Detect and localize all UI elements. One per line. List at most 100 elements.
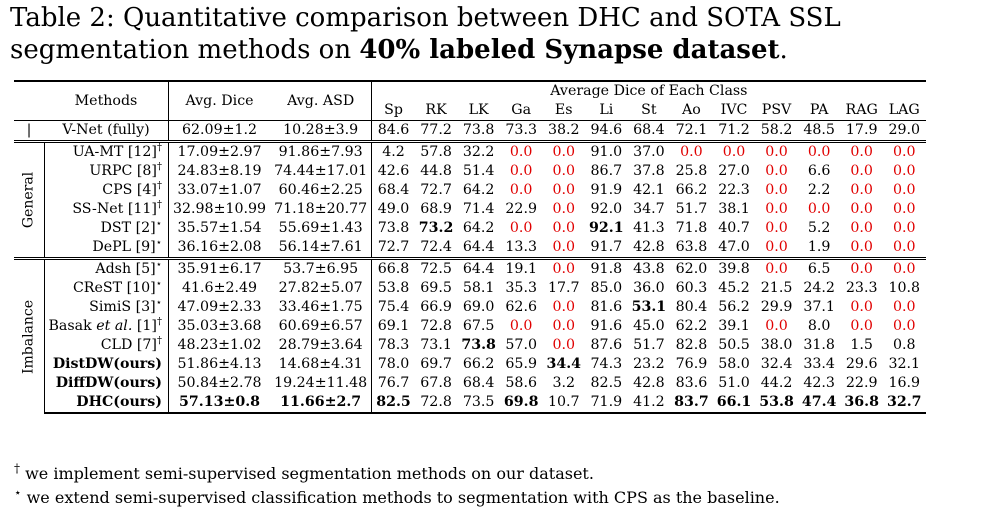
method-text: Basak et al. [1] [48,318,157,334]
class-value: 0.0 [552,182,576,198]
avg-asd-value: 55.69±1.43 [270,219,373,238]
method-name: Adsh [5]⋆ [44,257,169,279]
class-value: 71.8 [675,220,708,236]
avg-asd-value: 27.82±5.07 [270,279,373,298]
avg-dice-value: 36.16±2.08 [177,239,262,255]
class-value: 69.8 [499,393,543,414]
avg-asd-value: 60.46±2.25 [270,181,373,200]
class-value: 69.7 [420,356,452,372]
class-value: 76.9 [675,356,708,372]
class-value: 8.0 [807,318,831,334]
class-value: 80.4 [675,299,708,315]
method-name: SimiS [3]⋆ [44,297,169,317]
class-value: 91.7 [590,239,623,255]
class-value: 38.0 [760,337,793,353]
method-mark: † [156,180,162,192]
method-text: CReST [10] [72,280,156,296]
class-header: LAG [888,102,920,118]
avg-asd-value: 53.7±6.95 [270,257,373,279]
class-group-header: Average Dice of Each Class [371,80,926,101]
class-value: 34.4 [546,356,582,372]
class-value: 31.8 [803,337,835,353]
class-value: 0.0 [850,201,873,217]
class-value: 10.8 [888,280,921,296]
class-value: 53.8 [755,393,798,414]
table-row: SimiS [3]⋆ 47.09±2.33 33.46±1.75 75.4 66.9 69… [14,298,926,317]
class-value: 43.8 [627,257,671,279]
method-text: CLD [7] [100,337,157,353]
method-text: DiffDW(ours) [55,375,162,391]
class-value: 0.0 [509,163,533,179]
class-value: 73.8 [461,337,496,353]
table-row: DST [2]⋆ 35.57±1.54 55.69±1.43 73.8 73.2 64.2… [14,219,926,238]
method-name: DePL [9]⋆ [44,238,169,259]
group-label: Imbalance [20,299,37,374]
class-value: 85.0 [590,280,623,296]
class-value: 0.8 [892,337,916,353]
method-name: URPC [8]† [44,162,169,181]
class-value: 0.0 [840,257,883,279]
method-name: CLD [7]† [44,335,169,355]
class-value: 68.4 [462,375,495,391]
class-header: RAG [845,102,878,118]
method-name: UA-MT [12]† [44,140,169,162]
method-mark: ⋆ [155,297,162,309]
class-value: 0.0 [892,201,916,217]
class-value: 72.7 [420,182,452,198]
footnote-mark: ⋆ [14,485,22,500]
avg-asd-value: 71.18±20.77 [270,200,373,219]
method-text: DistDW(ours) [52,356,162,372]
class-value: 13.3 [505,239,537,255]
class-value: 27.0 [718,163,750,179]
class-value: 33.4 [803,356,835,372]
class-value: 57.0 [505,337,537,353]
class-value: 38.2 [542,120,586,142]
class-value: 3.2 [552,375,576,391]
class-value: 32.7 [882,393,926,414]
avg-dice-value: 51.86±4.13 [177,356,262,372]
class-value: 0.0 [542,257,586,279]
table-row: General UA-MT [12]† 17.09±2.97 91.86±7.93 4.… [14,140,926,259]
class-value: 2.2 [807,182,831,198]
avg-dice-value: 62.09±1.2 [168,120,271,142]
class-value: 66.8 [371,257,415,279]
footnote-star: ⋆ we extend semi-supervised classificati… [14,486,780,510]
class-value: 0.0 [552,318,576,334]
table-row: Basak et al. [1]† 35.03±3.68 60.69±6.57 69.… [14,317,926,336]
method-name: CReST [10]⋆ [44,279,169,298]
class-value: 82.8 [675,337,708,353]
class-value: 47.4 [797,393,841,414]
class-value: 34.7 [633,201,665,217]
method-mark: † [156,335,162,347]
class-value: 0.0 [850,239,873,255]
avg-asd-value: 28.79±3.64 [270,336,373,355]
class-value: 0.0 [552,337,576,353]
caption-prefix: Table 2: Quantitative comparison between… [10,3,841,65]
class-value: 0.0 [712,140,756,162]
class-value: 64.4 [462,239,495,255]
class-value: 0.0 [892,299,916,315]
avg-dice-value: 50.84±2.78 [177,375,262,391]
class-value: 1.9 [807,239,831,255]
class-value: 42.8 [633,375,665,391]
class-value: 62.0 [670,257,713,279]
corner-cell [14,80,44,121]
class-value: 83.7 [670,393,713,414]
class-header: IVC [720,102,748,118]
class-value: 51.4 [462,163,495,179]
table-row: DiffDW(ours) 50.84±2.78 19.24±11.48 76.7 67.… [14,374,926,393]
class-header: PSV [761,102,792,118]
avg-asd-value: 11.66±2.7 [270,393,373,414]
table-row: DePL [9]⋆ 36.16±2.08 56.14±7.61 72.7 72.4 64.… [14,238,926,259]
class-value: 0.0 [552,239,576,255]
class-value: 77.2 [414,120,458,142]
class-value: 42.3 [803,375,835,391]
method-mark: † [156,316,162,328]
class-value: 75.4 [377,299,410,315]
class-value: 17.7 [547,280,580,296]
class-value: 62.6 [505,299,537,315]
method-name: DistDW(ours) [44,355,169,374]
class-value: 32.4 [760,356,793,372]
table-row: | V-Net (fully) 62.09±1.2 10.28±3.9 84.6 77.2… [14,120,926,142]
class-value: 29.0 [882,120,926,142]
